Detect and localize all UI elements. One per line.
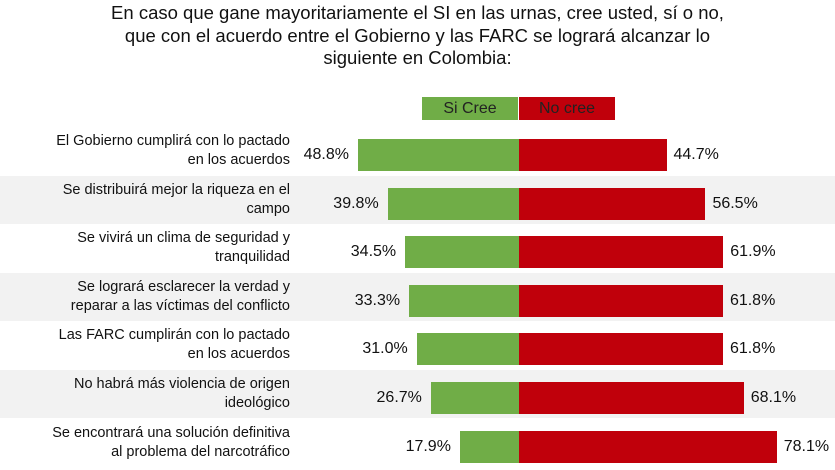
- bar-no-cree: [519, 187, 706, 220]
- bar-no-cree: [519, 139, 667, 171]
- title-line: En caso que gane mayoritariamente el SI …: [111, 2, 724, 23]
- bar-no-cree: [519, 236, 724, 269]
- title-line: que con el acuerdo entre el Gobierno y l…: [124, 24, 711, 46]
- category-label-line: Se encontrará una solución definitiva: [52, 424, 290, 441]
- value-label-no-cree: 56.5%: [712, 194, 758, 212]
- title-line: siguiente en Colombia:: [323, 47, 512, 68]
- bar-no-cree: [519, 430, 777, 463]
- bar-si-cree: [357, 139, 519, 171]
- value-label-no-cree: 44.7%: [673, 146, 719, 163]
- bar-si-cree: [409, 284, 519, 317]
- category-label: Se encontrará una solución definitiva al …: [0, 424, 290, 462]
- category-label: Se vivirá un clima de seguridad y tranqui…: [0, 229, 290, 267]
- category-label: Se logrará esclarecer la verdad y reparar…: [0, 278, 290, 316]
- value-label-si-cree: 33.3%: [354, 291, 401, 309]
- bar-si-cree: [459, 430, 519, 463]
- category-label-line: No habrá más violencia de origen: [73, 376, 290, 392]
- category-label-line: en los acuerdos: [187, 152, 290, 168]
- category-label-line: Se distribuirá mejor la riqueza en el: [62, 181, 290, 198]
- category-label-line: en los acuerdos: [187, 346, 290, 363]
- value-label-si-cree: 34.5%: [350, 243, 397, 261]
- bar-no-cree: [519, 382, 744, 414]
- category-label-line: El Gobierno cumplirá con lo pactado: [56, 133, 290, 149]
- value-label-no-cree: 78.1%: [783, 437, 830, 455]
- value-label-no-cree: 61.8%: [729, 291, 776, 309]
- value-label-no-cree: 61.9%: [730, 243, 776, 261]
- category-label-line: al problema del narcotráfico: [111, 443, 290, 460]
- value-label-si-cree: 26.7%: [376, 389, 422, 406]
- legend-si-cree: Si Cree: [422, 97, 518, 120]
- bar-si-cree: [416, 333, 519, 366]
- category-label-line: reparar a las víctimas del conflicto: [70, 297, 290, 314]
- bar-si-cree: [430, 382, 519, 414]
- value-label-si-cree: 48.8%: [303, 146, 349, 163]
- chart-title: En caso que gane mayoritariamente el SI …: [0, 2, 835, 70]
- value-label-no-cree: 61.8%: [729, 340, 776, 358]
- category-label-line: Las FARC cumplirán con lo pactado: [58, 327, 290, 344]
- category-label-line: ideológico: [224, 395, 290, 411]
- category-label-line: Se vivirá un clima de seguridad y: [77, 230, 290, 247]
- category-label-line: tranquilidad: [215, 249, 290, 266]
- category-label: El Gobierno cumplirá con lo pactado en lo…: [0, 132, 290, 170]
- category-label: Las FARC cumplirán con lo pactado en los …: [0, 326, 290, 364]
- value-label-si-cree: 31.0%: [362, 340, 408, 358]
- bar-si-cree: [387, 187, 519, 220]
- bar-si-cree: [405, 236, 519, 269]
- value-label-si-cree: 39.8%: [333, 194, 379, 212]
- category-label: Se distribuirá mejor la riqueza en el cam…: [0, 181, 290, 219]
- category-label-line: campo: [246, 200, 290, 217]
- value-label-si-cree: 17.9%: [405, 437, 451, 455]
- bar-no-cree: [519, 284, 723, 317]
- category-label-line: Se logrará esclarecer la verdad y: [77, 278, 290, 295]
- category-label: No habrá más violencia de origen ideológi…: [0, 375, 290, 413]
- value-label-no-cree: 68.1%: [750, 389, 797, 406]
- bar-no-cree: [519, 333, 723, 366]
- legend-no-cree: No cree: [519, 97, 615, 120]
